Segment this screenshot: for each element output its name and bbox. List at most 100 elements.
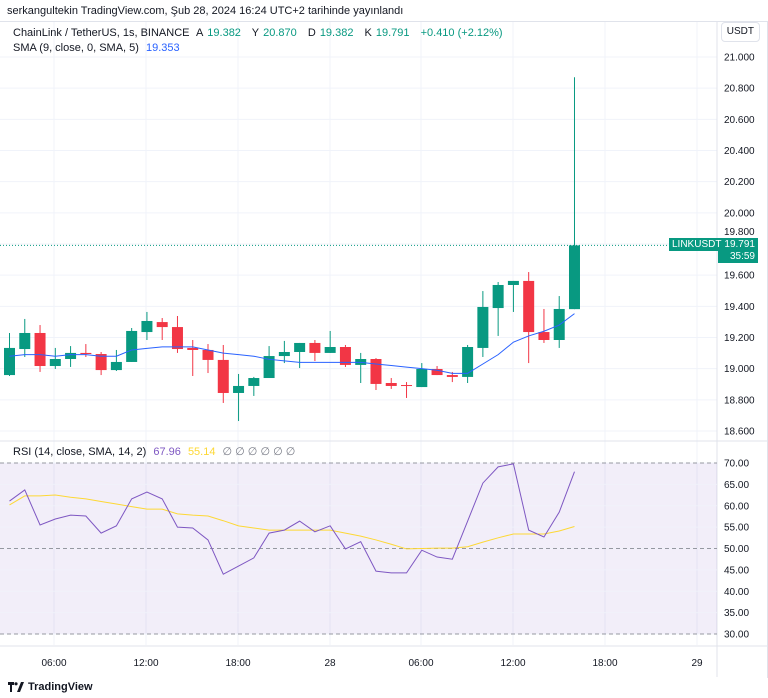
candle-body — [507, 280, 519, 285]
price-tick-label: 19.400 — [724, 302, 755, 313]
bar-countdown: 35:59 — [718, 251, 758, 263]
price-tick-label: 20.800 — [724, 84, 755, 95]
close-label: K — [364, 27, 372, 39]
candle-body — [19, 332, 31, 350]
candle-body — [202, 349, 214, 360]
candle-body — [309, 342, 321, 353]
candle-body — [385, 383, 397, 386]
candle-body — [156, 322, 168, 328]
candle-body — [324, 347, 336, 353]
logo-text: TradingView — [28, 681, 93, 693]
price-tick-label: 18.600 — [724, 427, 755, 438]
price-tick-label: 21.000 — [724, 53, 755, 64]
open-value: 19.382 — [207, 27, 241, 39]
time-tick-label: 06:00 — [41, 658, 66, 669]
rsi-tick-label: 55.00 — [724, 523, 749, 534]
candle-body — [171, 327, 183, 350]
rsi-sma-value: 55.14 — [187, 446, 216, 458]
tradingview-logo[interactable]: TradingView — [8, 681, 93, 693]
sma-line — [9, 313, 575, 374]
published-caption: serkangultekin TradingView.com, Şub 28, … — [7, 5, 404, 17]
high-label: Y — [251, 27, 260, 39]
candle-body — [523, 280, 535, 333]
candle-body — [294, 342, 306, 352]
candle-body — [95, 354, 107, 371]
price-tick-label: 19.200 — [724, 333, 755, 344]
candle-body — [65, 352, 77, 360]
time-tick-label: 18:00 — [225, 658, 250, 669]
rsi-tick-label: 30.00 — [724, 630, 749, 641]
price-label-symbol: LINKUSDT — [672, 239, 722, 250]
candle-body — [217, 359, 229, 393]
open-label: A — [195, 27, 204, 39]
time-tick-label: 12:00 — [133, 658, 158, 669]
candle-body — [431, 368, 443, 376]
candle-body — [401, 385, 413, 387]
time-tick-label: 28 — [324, 658, 336, 669]
time-tick-label: 18:00 — [592, 658, 617, 669]
main-legend: ChainLink / TetherUS, 1s, BINANCE A 19.38… — [13, 27, 507, 40]
price-tick-label: 20.000 — [724, 208, 755, 219]
close-value: 19.791 — [375, 27, 410, 39]
time-tick-label: 12:00 — [500, 658, 525, 669]
candle-body — [233, 385, 245, 393]
rsi-tick-label: 65.00 — [724, 480, 749, 491]
rsi-tick-label: 35.00 — [724, 608, 749, 619]
rsi-tick-label: 50.00 — [724, 544, 749, 555]
rsi-line — [9, 463, 575, 575]
price-tick-label: 20.600 — [724, 115, 755, 126]
rsi-label: RSI (14, close, SMA, 14, 2) — [13, 446, 147, 458]
change-value: +0.410 (+2.12%) — [420, 27, 503, 39]
candle-body — [339, 347, 351, 365]
sma-label: SMA (9, close, 0, SMA, 5) — [13, 42, 139, 54]
rsi-na-values: ∅ ∅ ∅ ∅ ∅ ∅ — [222, 446, 296, 458]
countdown-value: 35:59 — [729, 251, 755, 262]
rsi-value: 67.96 — [153, 446, 181, 458]
candle-body — [126, 330, 138, 362]
rsi-sma-line — [9, 494, 575, 550]
rsi-tick-label: 40.00 — [724, 587, 749, 598]
sma-legend[interactable]: SMA (9, close, 0, SMA, 5) 19.353 — [13, 42, 184, 55]
price-tick-label: 19.600 — [724, 271, 755, 282]
candle-body — [80, 352, 92, 355]
candle-body — [477, 306, 489, 348]
price-tick-label: 19.000 — [724, 364, 755, 375]
candle-body — [416, 368, 428, 388]
candle-body — [538, 332, 550, 340]
sma-value: 19.353 — [146, 42, 180, 54]
symbol-title: ChainLink / TetherUS, 1s, BINANCE — [13, 27, 190, 39]
candle-body — [446, 375, 458, 377]
price-tick-label: 20.200 — [724, 177, 755, 188]
price-label-value: 19.791 — [724, 239, 755, 250]
last-price-label: LINKUSDT 19.791 — [669, 238, 758, 251]
tradingview-logo-icon — [8, 682, 24, 692]
low-value: 19.382 — [319, 27, 354, 39]
rsi-tick-label: 60.00 — [724, 501, 749, 512]
candle-body — [462, 347, 474, 377]
candle-body — [248, 378, 260, 386]
price-tick-label: 18.800 — [724, 395, 755, 406]
candle-body — [568, 245, 580, 310]
price-tick-label: 19.800 — [724, 227, 755, 238]
candle-body — [492, 284, 504, 309]
low-label: D — [307, 27, 316, 39]
rsi-tick-label: 45.00 — [724, 565, 749, 576]
price-tick-label: 20.400 — [724, 146, 755, 157]
candle-body — [370, 359, 382, 384]
time-tick-label: 29 — [691, 658, 703, 669]
candle-body — [34, 332, 46, 367]
currency-button[interactable]: USDT — [720, 22, 760, 42]
candle-body — [278, 351, 290, 357]
rsi-legend[interactable]: RSI (14, close, SMA, 14, 2) 67.96 55.14 … — [13, 446, 299, 459]
candle-body — [187, 347, 199, 350]
high-value: 20.870 — [263, 27, 297, 39]
rsi-tick-label: 70.00 — [724, 459, 749, 470]
candle-body — [49, 359, 61, 367]
candle-body — [4, 347, 15, 376]
time-tick-label: 06:00 — [408, 658, 433, 669]
candle-body — [110, 361, 122, 371]
candle-body — [141, 320, 153, 333]
candle-body — [263, 356, 275, 379]
